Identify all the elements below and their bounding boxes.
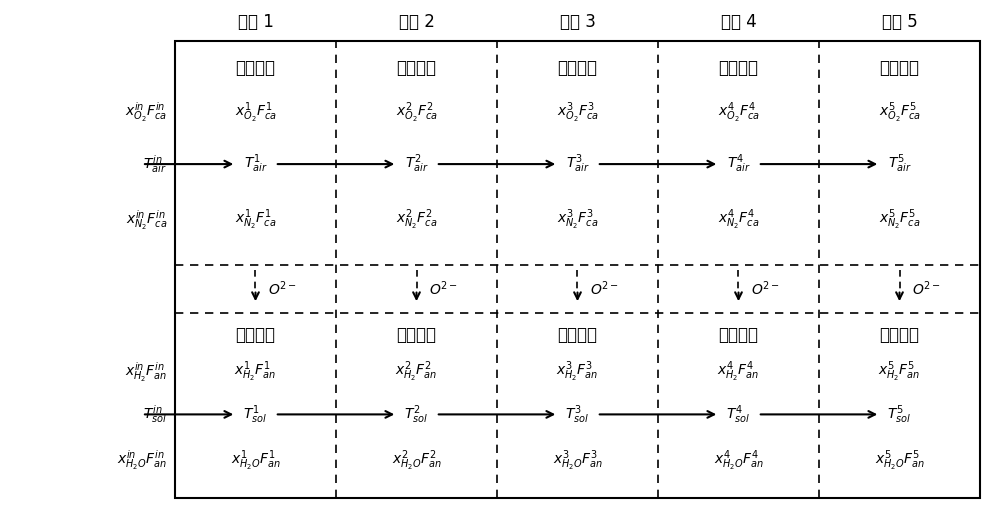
Text: $O^{2-}$: $O^{2-}$: [912, 280, 941, 298]
Text: $x_{N_2}^{2}F_{ca}^{2}$: $x_{N_2}^{2}F_{ca}^{2}$: [396, 208, 437, 232]
Text: $O^{2-}$: $O^{2-}$: [590, 280, 619, 298]
Text: $T_{air}^{4}$: $T_{air}^{4}$: [727, 153, 750, 175]
Text: $x_{O_2}^{in}F_{ca}^{in}$: $x_{O_2}^{in}F_{ca}^{in}$: [125, 101, 167, 125]
Text: $x_{O_2}^{4}F_{ca}^{4}$: $x_{O_2}^{4}F_{ca}^{4}$: [718, 101, 759, 125]
Text: $T_{sol}^{4}$: $T_{sol}^{4}$: [726, 403, 751, 426]
Text: 阴极状态: 阴极状态: [235, 59, 275, 77]
Text: $x_{H_2}^{4}F_{an}^{4}$: $x_{H_2}^{4}F_{an}^{4}$: [717, 360, 760, 384]
Text: $x_{H_2}^{5}F_{an}^{5}$: $x_{H_2}^{5}F_{an}^{5}$: [878, 360, 921, 384]
Text: 阳极状态: 阳极状态: [718, 326, 758, 344]
Text: $x_{H_2O}^{3}F_{an}^{3}$: $x_{H_2O}^{3}F_{an}^{3}$: [553, 448, 602, 473]
Text: $x_{N_2}^{1}F_{ca}^{1}$: $x_{N_2}^{1}F_{ca}^{1}$: [235, 208, 276, 232]
Text: $x_{O_2}^{3}F_{ca}^{3}$: $x_{O_2}^{3}F_{ca}^{3}$: [557, 101, 598, 125]
Text: $x_{N_2}^{4}F_{ca}^{4}$: $x_{N_2}^{4}F_{ca}^{4}$: [718, 208, 759, 232]
Text: $T_{air}^{1}$: $T_{air}^{1}$: [244, 153, 267, 175]
Text: 节点 1: 节点 1: [238, 13, 273, 31]
Text: $O^{2-}$: $O^{2-}$: [268, 280, 297, 298]
Text: $O^{2-}$: $O^{2-}$: [751, 280, 780, 298]
Text: $T_{sol}^{in}$: $T_{sol}^{in}$: [143, 403, 167, 425]
Text: $x_{H_2}^{2}F_{an}^{2}$: $x_{H_2}^{2}F_{an}^{2}$: [395, 360, 438, 384]
Text: $x_{H_2O}^{in}F_{an}^{in}$: $x_{H_2O}^{in}F_{an}^{in}$: [117, 449, 167, 472]
Text: 节点 5: 节点 5: [882, 13, 917, 31]
Text: $x_{H_2O}^{2}F_{an}^{2}$: $x_{H_2O}^{2}F_{an}^{2}$: [392, 448, 441, 473]
Text: $x_{H_2O}^{4}F_{an}^{4}$: $x_{H_2O}^{4}F_{an}^{4}$: [714, 448, 763, 473]
Text: $T_{sol}^{3}$: $T_{sol}^{3}$: [565, 403, 590, 426]
Text: 节点 3: 节点 3: [560, 13, 595, 31]
Text: 阴极状态: 阴极状态: [557, 59, 597, 77]
Text: 阴极状态: 阴极状态: [880, 59, 920, 77]
Text: $O^{2-}$: $O^{2-}$: [429, 280, 458, 298]
Text: $x_{H_2O}^{5}F_{an}^{5}$: $x_{H_2O}^{5}F_{an}^{5}$: [875, 448, 924, 473]
Text: $x_{H_2}^{in}F_{an}^{in}$: $x_{H_2}^{in}F_{an}^{in}$: [125, 360, 167, 384]
Text: $x_{N_2}^{in}F_{ca}^{in}$: $x_{N_2}^{in}F_{ca}^{in}$: [126, 208, 167, 232]
Text: $x_{H_2}^{1}F_{an}^{1}$: $x_{H_2}^{1}F_{an}^{1}$: [234, 360, 277, 384]
Text: $T_{air}^{in}$: $T_{air}^{in}$: [143, 153, 167, 175]
Text: 阴极状态: 阴极状态: [396, 59, 436, 77]
Text: 节点 2: 节点 2: [399, 13, 434, 31]
Text: 阴极状态: 阴极状态: [718, 59, 758, 77]
Text: $x_{H_2}^{3}F_{an}^{3}$: $x_{H_2}^{3}F_{an}^{3}$: [556, 360, 599, 384]
Text: $x_{O_2}^{5}F_{ca}^{5}$: $x_{O_2}^{5}F_{ca}^{5}$: [879, 101, 920, 125]
Text: 阳极状态: 阳极状态: [235, 326, 275, 344]
Text: $x_{O_2}^{2}F_{ca}^{2}$: $x_{O_2}^{2}F_{ca}^{2}$: [396, 101, 437, 125]
Text: 阳极状态: 阳极状态: [880, 326, 920, 344]
Text: $x_{N_2}^{3}F_{ca}^{3}$: $x_{N_2}^{3}F_{ca}^{3}$: [557, 208, 598, 232]
Text: $x_{N_2}^{5}F_{ca}^{5}$: $x_{N_2}^{5}F_{ca}^{5}$: [879, 208, 920, 232]
Text: 阳极状态: 阳极状态: [557, 326, 597, 344]
Text: $T_{sol}^{5}$: $T_{sol}^{5}$: [887, 403, 912, 426]
Text: $x_{H_2O}^{1}F_{an}^{1}$: $x_{H_2O}^{1}F_{an}^{1}$: [231, 448, 280, 473]
Text: $T_{sol}^{2}$: $T_{sol}^{2}$: [404, 403, 429, 426]
Text: 阳极状态: 阳极状态: [396, 326, 436, 344]
Text: $T_{air}^{5}$: $T_{air}^{5}$: [888, 153, 911, 175]
Bar: [175, 41, 980, 498]
Text: $x_{O_2}^{1}F_{ca}^{1}$: $x_{O_2}^{1}F_{ca}^{1}$: [235, 101, 276, 125]
Text: $T_{air}^{3}$: $T_{air}^{3}$: [566, 153, 589, 175]
Text: $T_{sol}^{1}$: $T_{sol}^{1}$: [243, 403, 268, 426]
Text: 节点 4: 节点 4: [721, 13, 756, 31]
Text: $T_{air}^{2}$: $T_{air}^{2}$: [405, 153, 428, 175]
